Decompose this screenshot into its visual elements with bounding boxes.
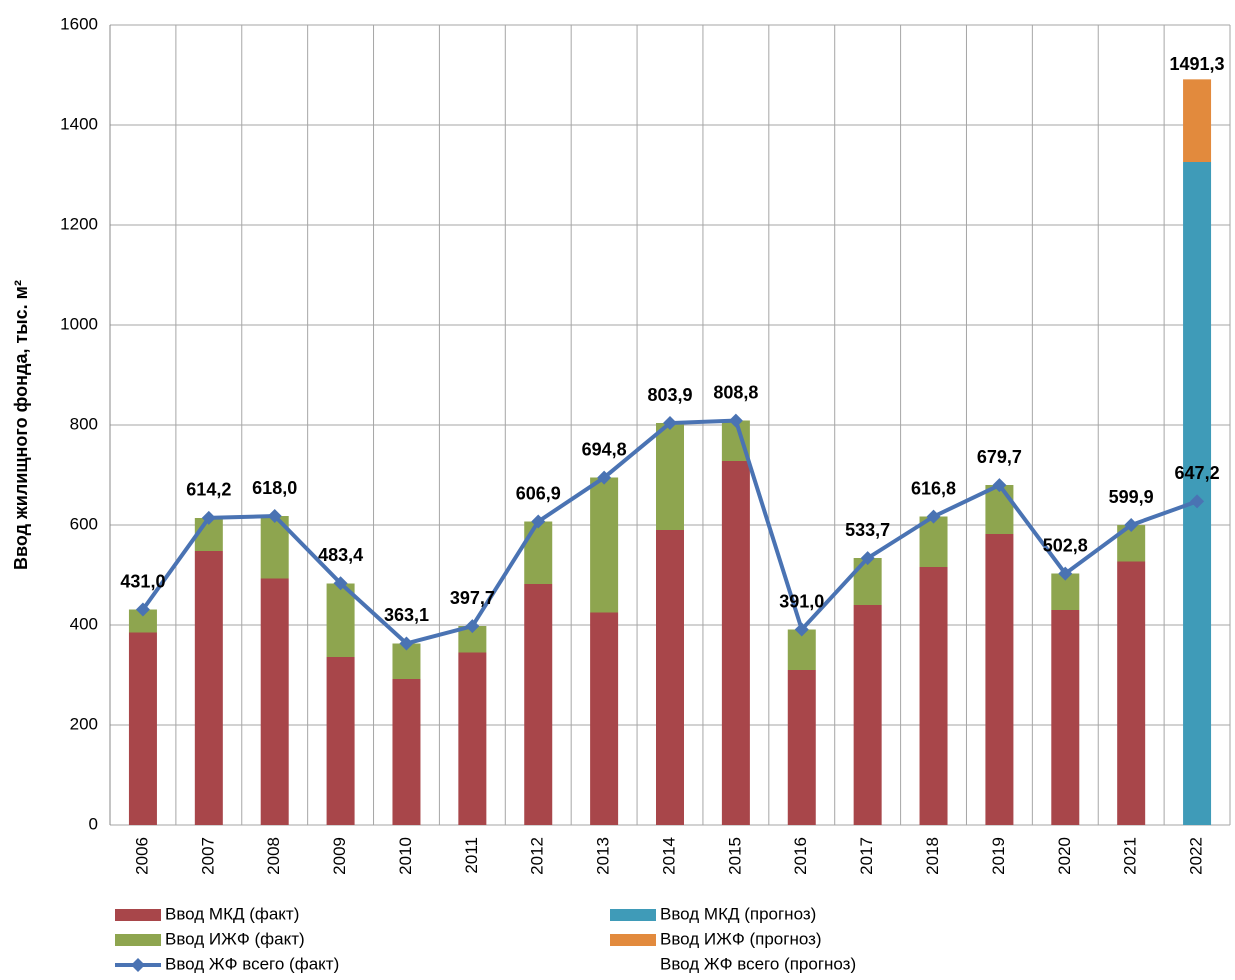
legend-label: Ввод МКД (прогноз) xyxy=(660,904,816,923)
x-tick-label: 2008 xyxy=(264,837,283,875)
marker xyxy=(1190,494,1205,509)
bar xyxy=(1051,610,1080,825)
x-tick-label: 2009 xyxy=(330,837,349,875)
x-tick-label: 2007 xyxy=(198,837,217,875)
legend-swatch xyxy=(610,934,656,946)
marker xyxy=(333,576,348,591)
data-label: 533,7 xyxy=(845,520,890,540)
bar xyxy=(985,485,1014,534)
marker xyxy=(399,636,414,651)
bar xyxy=(326,657,355,825)
x-tick-label: 2016 xyxy=(791,837,810,875)
data-label: 363,1 xyxy=(384,605,429,625)
bar xyxy=(194,551,223,825)
data-label: 614,2 xyxy=(186,480,231,500)
x-tick-label: 2013 xyxy=(594,837,613,875)
marker xyxy=(1058,566,1073,581)
y-tick-label: 400 xyxy=(70,614,98,633)
bar xyxy=(260,578,289,825)
data-label: 618,0 xyxy=(252,478,297,498)
legend-label: Ввод ЖФ всего (факт) xyxy=(165,954,339,973)
data-label: 803,9 xyxy=(647,385,692,405)
data-label: 647,2 xyxy=(1175,463,1220,483)
data-label: 616,8 xyxy=(911,478,956,498)
data-label: 483,4 xyxy=(318,545,363,565)
marker xyxy=(992,478,1007,493)
data-label: 391,0 xyxy=(779,591,824,611)
y-tick-label: 1600 xyxy=(60,14,98,33)
x-tick-label: 2020 xyxy=(1055,837,1074,875)
marker xyxy=(794,622,809,637)
bar xyxy=(128,609,157,633)
data-label: 431,0 xyxy=(120,571,165,591)
legend-label: Ввод ИЖФ (факт) xyxy=(165,929,305,948)
x-tick-label: 2018 xyxy=(923,837,942,875)
marker xyxy=(465,619,480,634)
bar xyxy=(853,605,882,825)
bar xyxy=(721,461,750,825)
marker xyxy=(926,509,941,524)
legend-label: Ввод МКД (факт) xyxy=(165,904,299,923)
x-tick-label: 2021 xyxy=(1121,837,1140,875)
y-tick-label: 200 xyxy=(70,714,98,733)
marker xyxy=(663,416,677,431)
bar xyxy=(128,632,157,825)
bar xyxy=(590,612,619,825)
bar xyxy=(326,583,355,657)
bar xyxy=(919,567,948,825)
legend-label: Ввод ЖФ всего (прогноз) xyxy=(660,954,856,973)
y-tick-label: 1000 xyxy=(60,314,98,333)
bar xyxy=(392,679,421,825)
bar xyxy=(656,423,684,530)
x-tick-label: 2019 xyxy=(989,837,1008,875)
data-label: 502,8 xyxy=(1043,535,1088,555)
marker xyxy=(728,413,743,428)
data-label: 397,7 xyxy=(450,588,495,608)
data-label: 606,9 xyxy=(516,483,561,503)
bar xyxy=(787,670,816,825)
y-axis-label: Ввод жилищного фонда, тыс. м² xyxy=(11,280,31,570)
y-tick-label: 0 xyxy=(89,814,98,833)
data-label: 694,8 xyxy=(582,439,627,459)
y-tick-label: 1400 xyxy=(60,114,98,133)
x-tick-label: 2022 xyxy=(1187,837,1206,875)
data-label: 808,8 xyxy=(713,382,758,402)
marker xyxy=(135,602,150,617)
bar xyxy=(985,534,1014,825)
bar xyxy=(1183,79,1212,162)
data-label: 599,9 xyxy=(1109,487,1154,507)
bar xyxy=(1183,162,1212,825)
y-tick-label: 1200 xyxy=(60,214,98,233)
marker xyxy=(201,510,216,525)
legend-swatch xyxy=(115,934,161,946)
legend-marker xyxy=(131,958,145,972)
bar xyxy=(919,516,948,567)
data-label: 1491,3 xyxy=(1170,54,1225,74)
marker xyxy=(1124,518,1139,533)
marker xyxy=(531,514,546,529)
data-label: 679,7 xyxy=(977,447,1022,467)
legend-swatch xyxy=(610,909,656,921)
marker xyxy=(860,551,875,566)
bar xyxy=(590,477,619,613)
x-tick-label: 2014 xyxy=(659,837,678,875)
y-tick-label: 800 xyxy=(70,414,98,433)
legend-label: Ввод ИЖФ (прогноз) xyxy=(660,929,822,948)
bar xyxy=(524,521,553,584)
y-tick-label: 600 xyxy=(70,514,98,533)
bar xyxy=(656,530,684,825)
bar xyxy=(524,584,553,825)
x-tick-label: 2017 xyxy=(857,837,876,875)
x-tick-label: 2006 xyxy=(132,837,151,875)
legend-swatch xyxy=(115,909,161,921)
bar xyxy=(458,652,487,825)
marker xyxy=(597,470,612,485)
x-tick-label: 2015 xyxy=(725,837,744,875)
x-tick-label: 2010 xyxy=(396,837,415,875)
x-tick-label: 2012 xyxy=(528,837,547,875)
marker xyxy=(267,509,282,523)
bar xyxy=(1117,561,1146,825)
x-tick-label: 2011 xyxy=(462,837,481,874)
